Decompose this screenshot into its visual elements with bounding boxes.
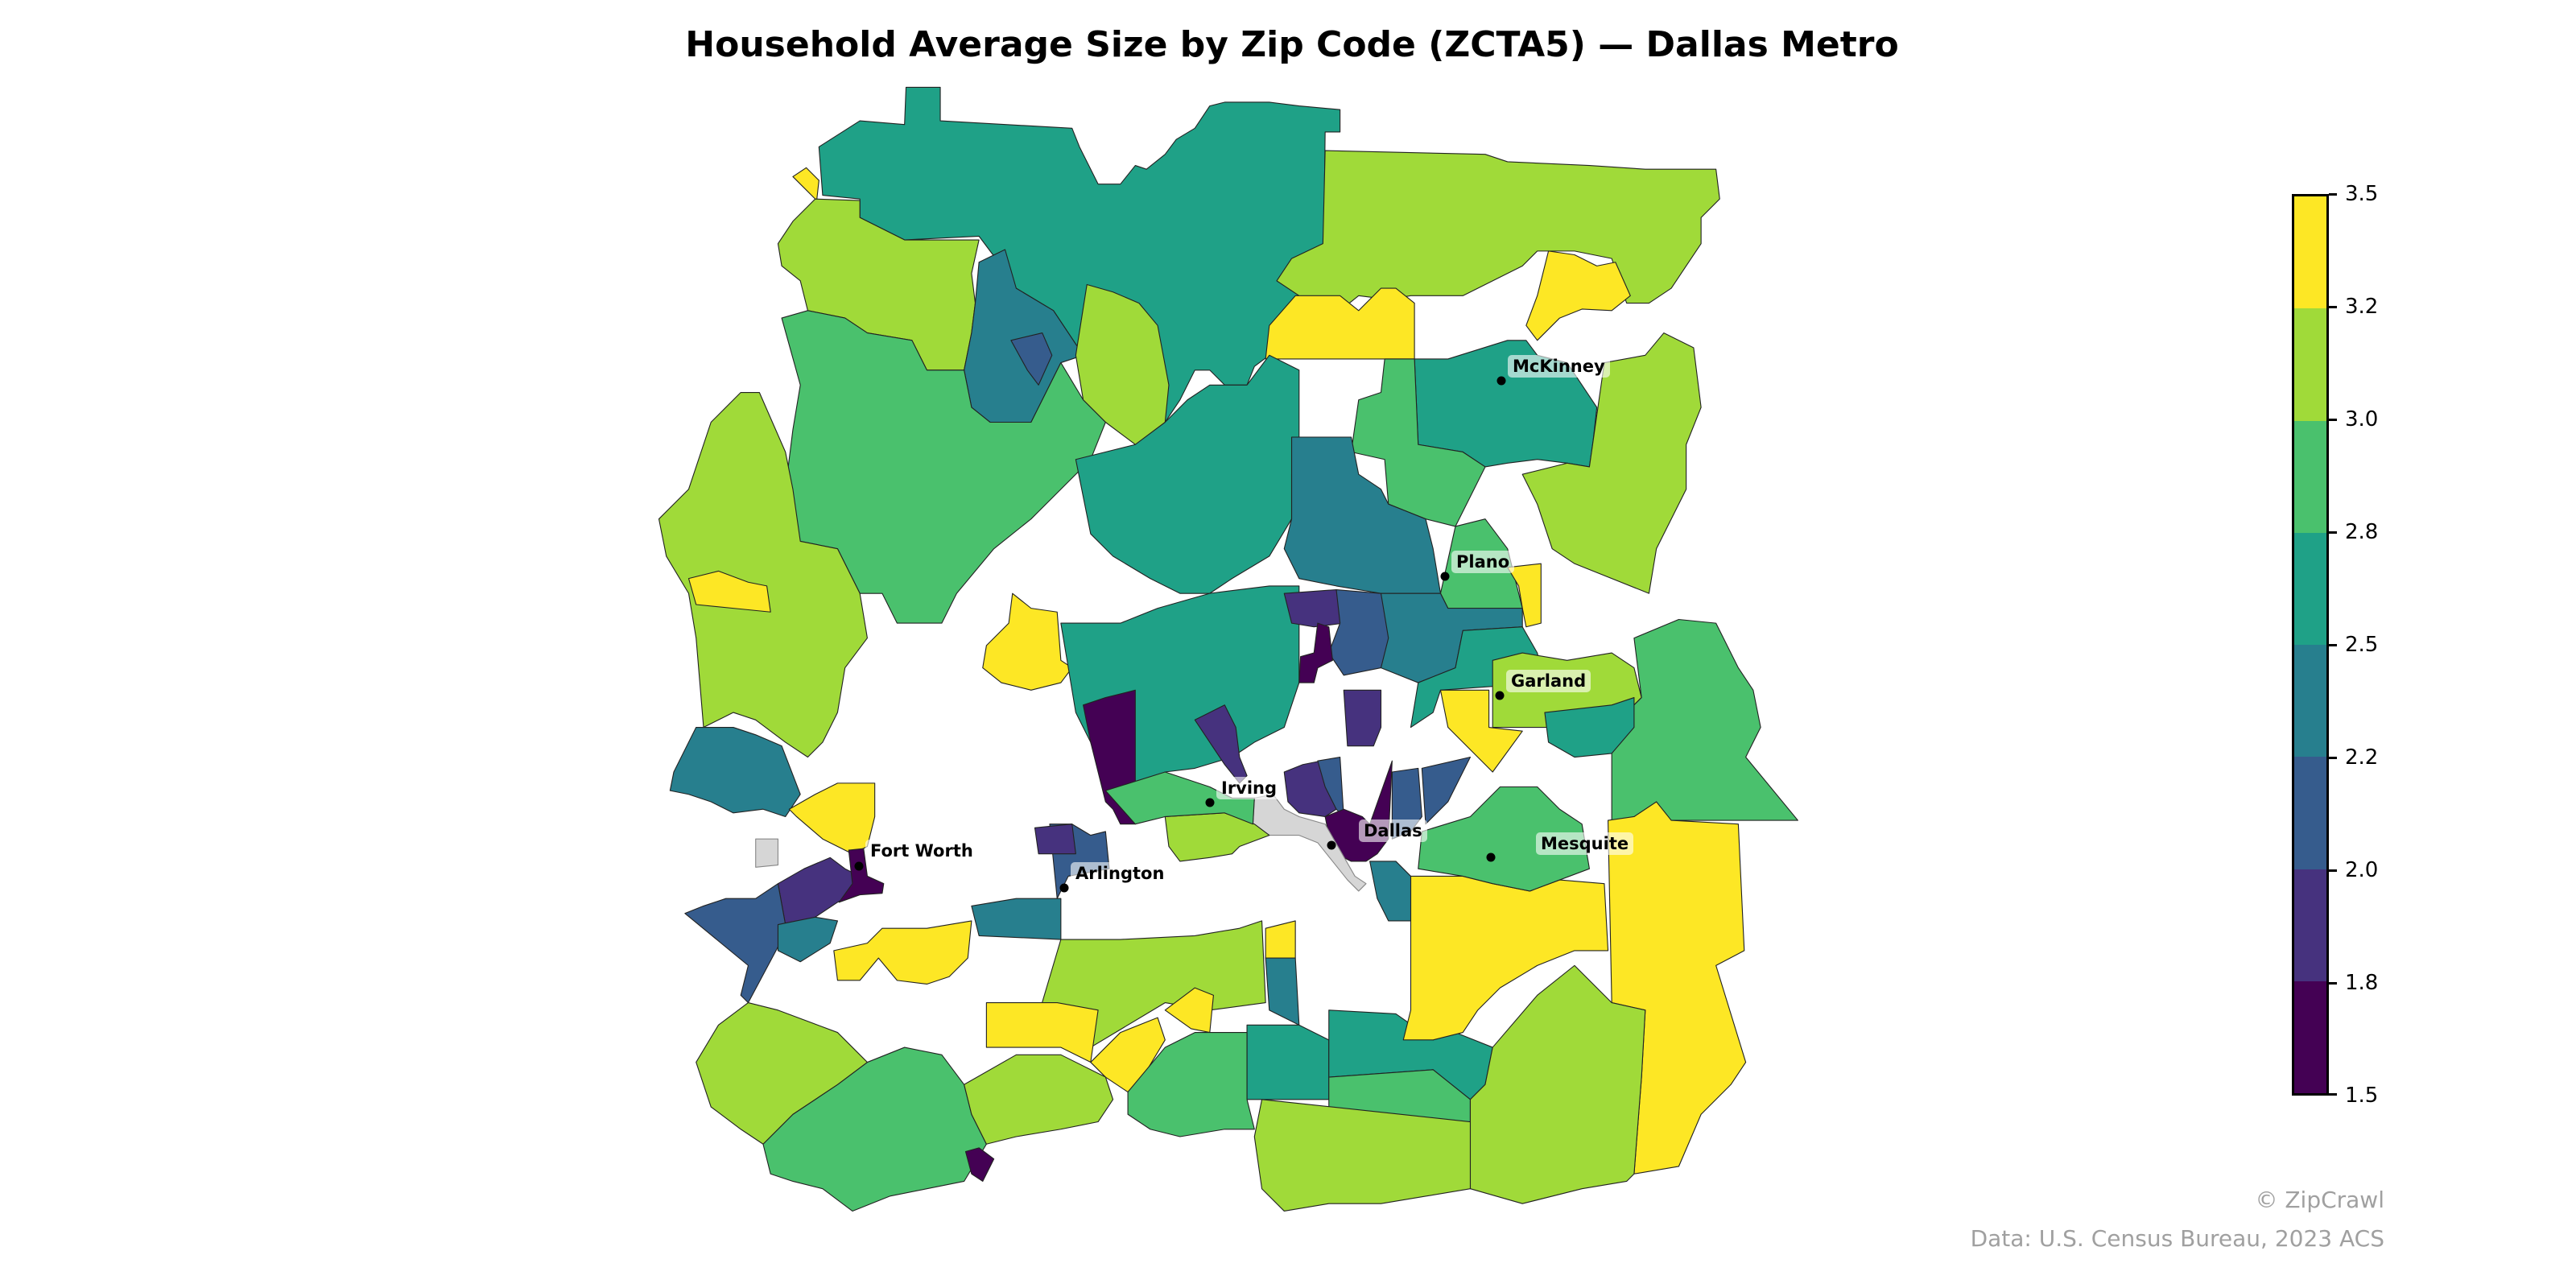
city-label-dallas: Dallas [1359,819,1427,842]
city-marker-fort-worth [854,861,864,871]
colorbar-tick [2329,306,2337,308]
city-marker-mckinney [1496,376,1506,386]
data-source-credit: Data: U.S. Census Bureau, 2023 ACS [1970,1225,2384,1252]
city-marker-plano [1440,572,1450,581]
zip-region [1104,771,1255,825]
colorbar-tick-label: 2.5 [2345,633,2379,657]
colorbar-tick [2329,531,2337,534]
colorbar-bin-2.2-2.5 [2294,645,2326,758]
zip-region [971,898,1062,940]
colorbar [2292,194,2329,1096]
zip-region [1253,1099,1472,1212]
chart-title: Household Average Size by Zip Code (ZCTA… [685,24,1899,65]
city-label-mckinney: McKinney [1508,355,1610,378]
city-label-fort-worth: Fort Worth [865,840,978,862]
zip-region [658,391,868,758]
zip-region [1010,332,1053,386]
colorbar-tick [2329,982,2337,985]
zip-region [1265,957,1300,1026]
city-marker-mesquite [1486,852,1496,862]
city-marker-dallas [1327,840,1336,850]
colorbar-tick [2329,757,2337,759]
colorbar-tick [2329,419,2337,421]
zip-region [792,167,819,201]
zip-region [669,726,801,818]
zip-region [1276,150,1720,312]
zip-region [1283,588,1344,628]
city-label-plano: Plano [1451,551,1515,573]
zip-region [1507,563,1542,628]
zip-region [1544,697,1635,758]
zip-region [1246,1024,1330,1100]
zip-region [1369,861,1412,922]
zip-region [687,570,771,613]
zip-region-no-data [755,838,779,868]
colorbar-bin-1.5-1.8 [2294,980,2326,1093]
zip-region [1343,689,1382,747]
zip-region [838,848,885,903]
brand-credit: © ZipCrawl [2255,1187,2384,1213]
city-marker-garland [1495,691,1505,700]
zip-region [1090,1017,1166,1093]
zip-region [1034,824,1076,855]
zip-region [1127,1032,1255,1137]
colorbar-tick-label: 1.8 [2345,971,2379,995]
colorbar-tick-label: 2.0 [2345,858,2379,882]
colorbar-tick [2329,869,2337,872]
colorbar-tick-label: 3.2 [2345,295,2379,319]
zip-region [964,1147,995,1183]
city-marker-arlington [1059,883,1069,893]
colorbar-tick-label: 3.5 [2345,182,2379,206]
zip-region [982,592,1073,691]
city-label-mesquite: Mesquite [1536,832,1634,855]
zip-region [696,1002,868,1145]
city-label-arlington: Arlington [1071,862,1170,885]
zip-region [1265,920,1296,959]
city-label-garland: Garland [1506,670,1591,692]
zip-region [1265,287,1415,360]
zip-region-no-data [1252,794,1367,892]
zip-region [788,782,876,855]
zip-region [1439,689,1523,773]
zip-region [684,883,786,1004]
colorbar-tick-label: 1.5 [2345,1084,2379,1108]
zip-region [833,920,972,985]
colorbar-tick-label: 3.0 [2345,407,2379,431]
zip-region [1194,704,1248,784]
colorbar-bin-3.2-3.5 [2294,196,2326,309]
colorbar-bin-2.5-2.8 [2294,532,2326,645]
zip-region [1418,786,1590,892]
colorbar-bin-3.0-3.2 [2294,308,2326,421]
city-marker-irving [1205,798,1215,807]
zip-region [1283,436,1442,594]
zip-region [1521,332,1702,594]
colorbar-tick [2329,644,2337,646]
colorbar-bin-1.8-2.0 [2294,869,2326,981]
zip-region [1525,250,1631,341]
colorbar-tick-label: 2.2 [2345,745,2379,770]
colorbar-bin-2.0-2.2 [2294,757,2326,869]
zip-region [1164,987,1214,1034]
colorbar-tick [2329,193,2337,196]
choropleth-map [658,86,1798,1212]
zip-region [1611,618,1798,821]
zip-region [777,916,838,963]
colorbar-bin-2.8-3.0 [2294,420,2326,533]
colorbar-tick [2329,1093,2337,1096]
zip-region [985,1002,1099,1063]
zip-region [1298,622,1333,683]
zip-region [964,1054,1114,1145]
zip-region [1469,964,1646,1204]
zip-region [1421,756,1472,825]
colorbar-tick-label: 2.8 [2345,520,2379,544]
city-label-irving: Irving [1216,777,1282,799]
